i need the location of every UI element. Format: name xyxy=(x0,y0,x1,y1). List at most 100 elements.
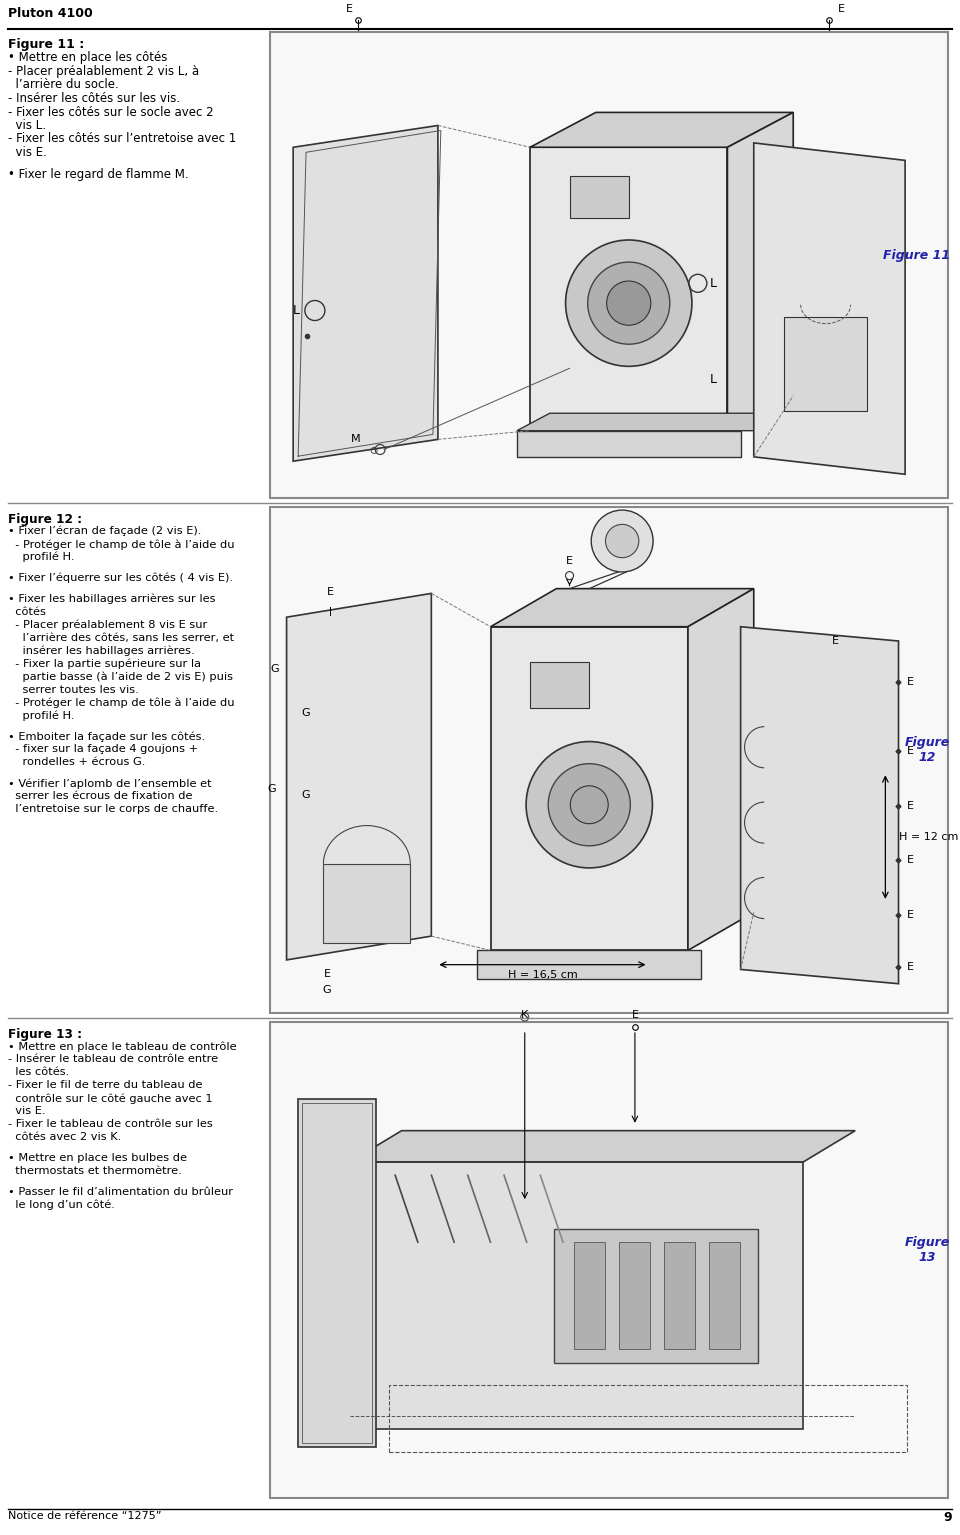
Text: profilé H.: profilé H. xyxy=(8,553,75,562)
Text: G: G xyxy=(267,783,276,794)
Text: thermostats et thermomètre.: thermostats et thermomètre. xyxy=(8,1165,181,1176)
Text: K: K xyxy=(521,1010,528,1019)
Text: H = 12 cm: H = 12 cm xyxy=(899,832,958,843)
Bar xyxy=(554,1230,758,1363)
Circle shape xyxy=(526,741,653,867)
Polygon shape xyxy=(491,588,754,626)
Text: • Emboiter la façade sur les côtés.: • Emboiter la façade sur les côtés. xyxy=(8,731,205,741)
Bar xyxy=(491,626,688,950)
Text: vis E.: vis E. xyxy=(8,146,47,160)
Text: - Protéger le champ de tôle à l’aide du: - Protéger le champ de tôle à l’aide du xyxy=(8,539,234,550)
Text: • Mettre en place le tableau de contrôle: • Mettre en place le tableau de contrôle xyxy=(8,1041,236,1051)
Text: E: E xyxy=(324,969,330,979)
Polygon shape xyxy=(516,413,786,431)
Text: côtés: côtés xyxy=(8,606,46,617)
Text: l’arrière des côtés, sans les serrer, et: l’arrière des côtés, sans les serrer, et xyxy=(8,632,234,643)
Text: Notice de référence “1275”: Notice de référence “1275” xyxy=(8,1510,161,1521)
Text: Figure
13: Figure 13 xyxy=(904,1236,950,1263)
Text: E: E xyxy=(906,855,913,866)
Bar xyxy=(619,1242,650,1349)
Polygon shape xyxy=(349,1131,855,1162)
Circle shape xyxy=(548,764,631,846)
Bar xyxy=(270,32,948,497)
Text: côtés avec 2 vis K.: côtés avec 2 vis K. xyxy=(8,1131,121,1142)
Text: • Passer le fil d’alimentation du brûleur: • Passer le fil d’alimentation du brûleu… xyxy=(8,1187,233,1197)
Text: - Fixer le tableau de contrôle sur les: - Fixer le tableau de contrôle sur les xyxy=(8,1119,213,1130)
Text: • Vérifier l’aplomb de l’ensemble et: • Vérifier l’aplomb de l’ensemble et xyxy=(8,778,211,789)
Text: l’arrière du socle.: l’arrière du socle. xyxy=(8,78,119,92)
Text: L: L xyxy=(293,304,300,318)
Text: • Fixer le regard de flamme M.: • Fixer le regard de flamme M. xyxy=(8,167,188,181)
Text: Pluton 4100: Pluton 4100 xyxy=(8,8,93,20)
Text: • Fixer les habillages arrières sur les: • Fixer les habillages arrières sur les xyxy=(8,594,215,605)
Polygon shape xyxy=(740,626,899,984)
Bar xyxy=(349,1162,804,1429)
Polygon shape xyxy=(324,864,410,942)
Text: E: E xyxy=(906,801,913,810)
Text: • Fixer l’équerre sur les côtés ( 4 vis E).: • Fixer l’équerre sur les côtés ( 4 vis … xyxy=(8,573,233,583)
Text: - Fixer le fil de terre du tableau de: - Fixer le fil de terre du tableau de xyxy=(8,1081,203,1090)
Text: L: L xyxy=(709,373,717,387)
Bar xyxy=(516,431,740,457)
Text: Figure 12 :: Figure 12 : xyxy=(8,513,83,527)
Text: 9: 9 xyxy=(944,1510,952,1524)
Text: G: G xyxy=(323,985,331,995)
Text: le long d’un côté.: le long d’un côté. xyxy=(8,1199,115,1210)
Polygon shape xyxy=(293,126,438,460)
Text: E: E xyxy=(906,677,913,688)
Text: - Fixer les côtés sur l’entretoise avec 1: - Fixer les côtés sur l’entretoise avec … xyxy=(8,132,236,146)
Bar xyxy=(389,1385,907,1452)
Text: E: E xyxy=(566,556,573,565)
Text: E: E xyxy=(832,635,839,646)
Text: vis L.: vis L. xyxy=(8,120,46,132)
Bar xyxy=(664,1242,695,1349)
Circle shape xyxy=(606,525,638,557)
Text: L: L xyxy=(709,276,717,290)
Text: - Fixer les côtés sur le socle avec 2: - Fixer les côtés sur le socle avec 2 xyxy=(8,106,214,118)
Text: - Fixer la partie supérieure sur la: - Fixer la partie supérieure sur la xyxy=(8,659,201,669)
Polygon shape xyxy=(728,112,793,431)
Bar xyxy=(569,175,629,218)
Polygon shape xyxy=(287,594,431,959)
Text: insérer les habillages arrières.: insérer les habillages arrières. xyxy=(8,646,195,655)
Bar xyxy=(298,1099,375,1448)
Text: • Mettre en place les côtés: • Mettre en place les côtés xyxy=(8,52,167,64)
Bar xyxy=(530,662,589,708)
Text: - fixer sur la façade 4 goujons +: - fixer sur la façade 4 goujons + xyxy=(8,744,198,754)
Bar xyxy=(270,1022,948,1498)
Circle shape xyxy=(565,239,692,367)
Text: E: E xyxy=(632,1010,638,1019)
Text: E: E xyxy=(906,961,913,972)
Text: rondelles + écrous G.: rondelles + écrous G. xyxy=(8,757,145,768)
Text: E: E xyxy=(326,588,333,597)
Circle shape xyxy=(591,510,653,573)
Text: - Insérer les côtés sur les vis.: - Insérer les côtés sur les vis. xyxy=(8,92,180,104)
Text: serrer toutes les vis.: serrer toutes les vis. xyxy=(8,685,139,695)
Text: partie basse (à l’aide de 2 vis E) puis: partie basse (à l’aide de 2 vis E) puis xyxy=(8,672,233,682)
Bar xyxy=(302,1104,372,1443)
Bar xyxy=(530,147,728,431)
Text: G: G xyxy=(301,708,310,718)
Text: • Mettre en place les bulbes de: • Mettre en place les bulbes de xyxy=(8,1153,187,1164)
Text: Figure 13 :: Figure 13 : xyxy=(8,1028,83,1041)
Polygon shape xyxy=(754,143,905,474)
Text: l’entretoise sur le corps de chauffe.: l’entretoise sur le corps de chauffe. xyxy=(8,804,218,814)
Text: vis E.: vis E. xyxy=(8,1107,45,1116)
Text: Figure
12: Figure 12 xyxy=(904,735,950,764)
Text: serrer les écrous de fixation de: serrer les écrous de fixation de xyxy=(8,791,193,801)
Text: E: E xyxy=(837,5,845,14)
Text: - Insérer le tableau de contrôle entre: - Insérer le tableau de contrôle entre xyxy=(8,1055,218,1064)
Bar xyxy=(477,950,701,979)
Text: - Placer préalablement 2 vis L, à: - Placer préalablement 2 vis L, à xyxy=(8,64,199,78)
Text: profilé H.: profilé H. xyxy=(8,711,75,721)
Text: E: E xyxy=(906,746,913,755)
Text: G: G xyxy=(271,663,279,674)
Text: H = 16,5 cm: H = 16,5 cm xyxy=(508,970,577,979)
Circle shape xyxy=(570,786,609,824)
Text: • Fixer l’écran de façade (2 vis E).: • Fixer l’écran de façade (2 vis E). xyxy=(8,527,202,537)
Circle shape xyxy=(607,281,651,325)
Text: G: G xyxy=(301,791,310,800)
Bar xyxy=(270,507,948,1013)
Text: Figure 11 :: Figure 11 : xyxy=(8,38,84,51)
Bar xyxy=(784,318,867,411)
